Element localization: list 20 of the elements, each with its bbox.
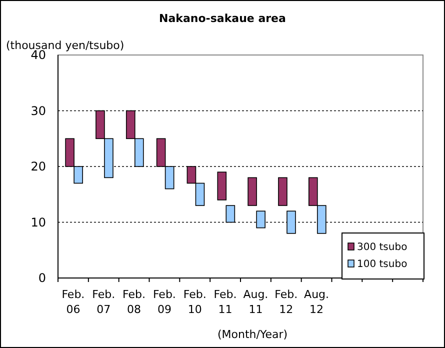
bar <box>248 177 257 206</box>
y-tick-label: 20 <box>30 160 46 174</box>
legend-label: 300 tsubo <box>357 242 408 253</box>
x-tick-label: Feb. 11 <box>214 288 237 316</box>
x-axis-title: (Month/Year) <box>217 328 288 341</box>
x-tick-label: Feb. 12 <box>274 288 298 316</box>
x-tick-label: Feb. 10 <box>183 288 206 316</box>
x-tick-label: Feb. 07 <box>92 288 116 316</box>
x-tick-label: Feb. 06 <box>62 288 85 316</box>
y-tick-label: 10 <box>30 215 46 230</box>
x-tick-label: Aug. 12 <box>304 288 330 316</box>
chart-title: Nakano-sakaue area <box>159 12 286 25</box>
x-tick-label: Feb. 08 <box>122 288 146 316</box>
y-tick-label: 0 <box>38 271 46 285</box>
bar <box>217 172 227 200</box>
legend-label: 100 tsubo <box>357 259 408 270</box>
x-tick-label: Aug. 11 <box>243 288 268 316</box>
y-tick-label: 30 <box>30 104 46 118</box>
bar <box>278 177 288 206</box>
x-tick-label: Feb. 09 <box>152 288 176 316</box>
